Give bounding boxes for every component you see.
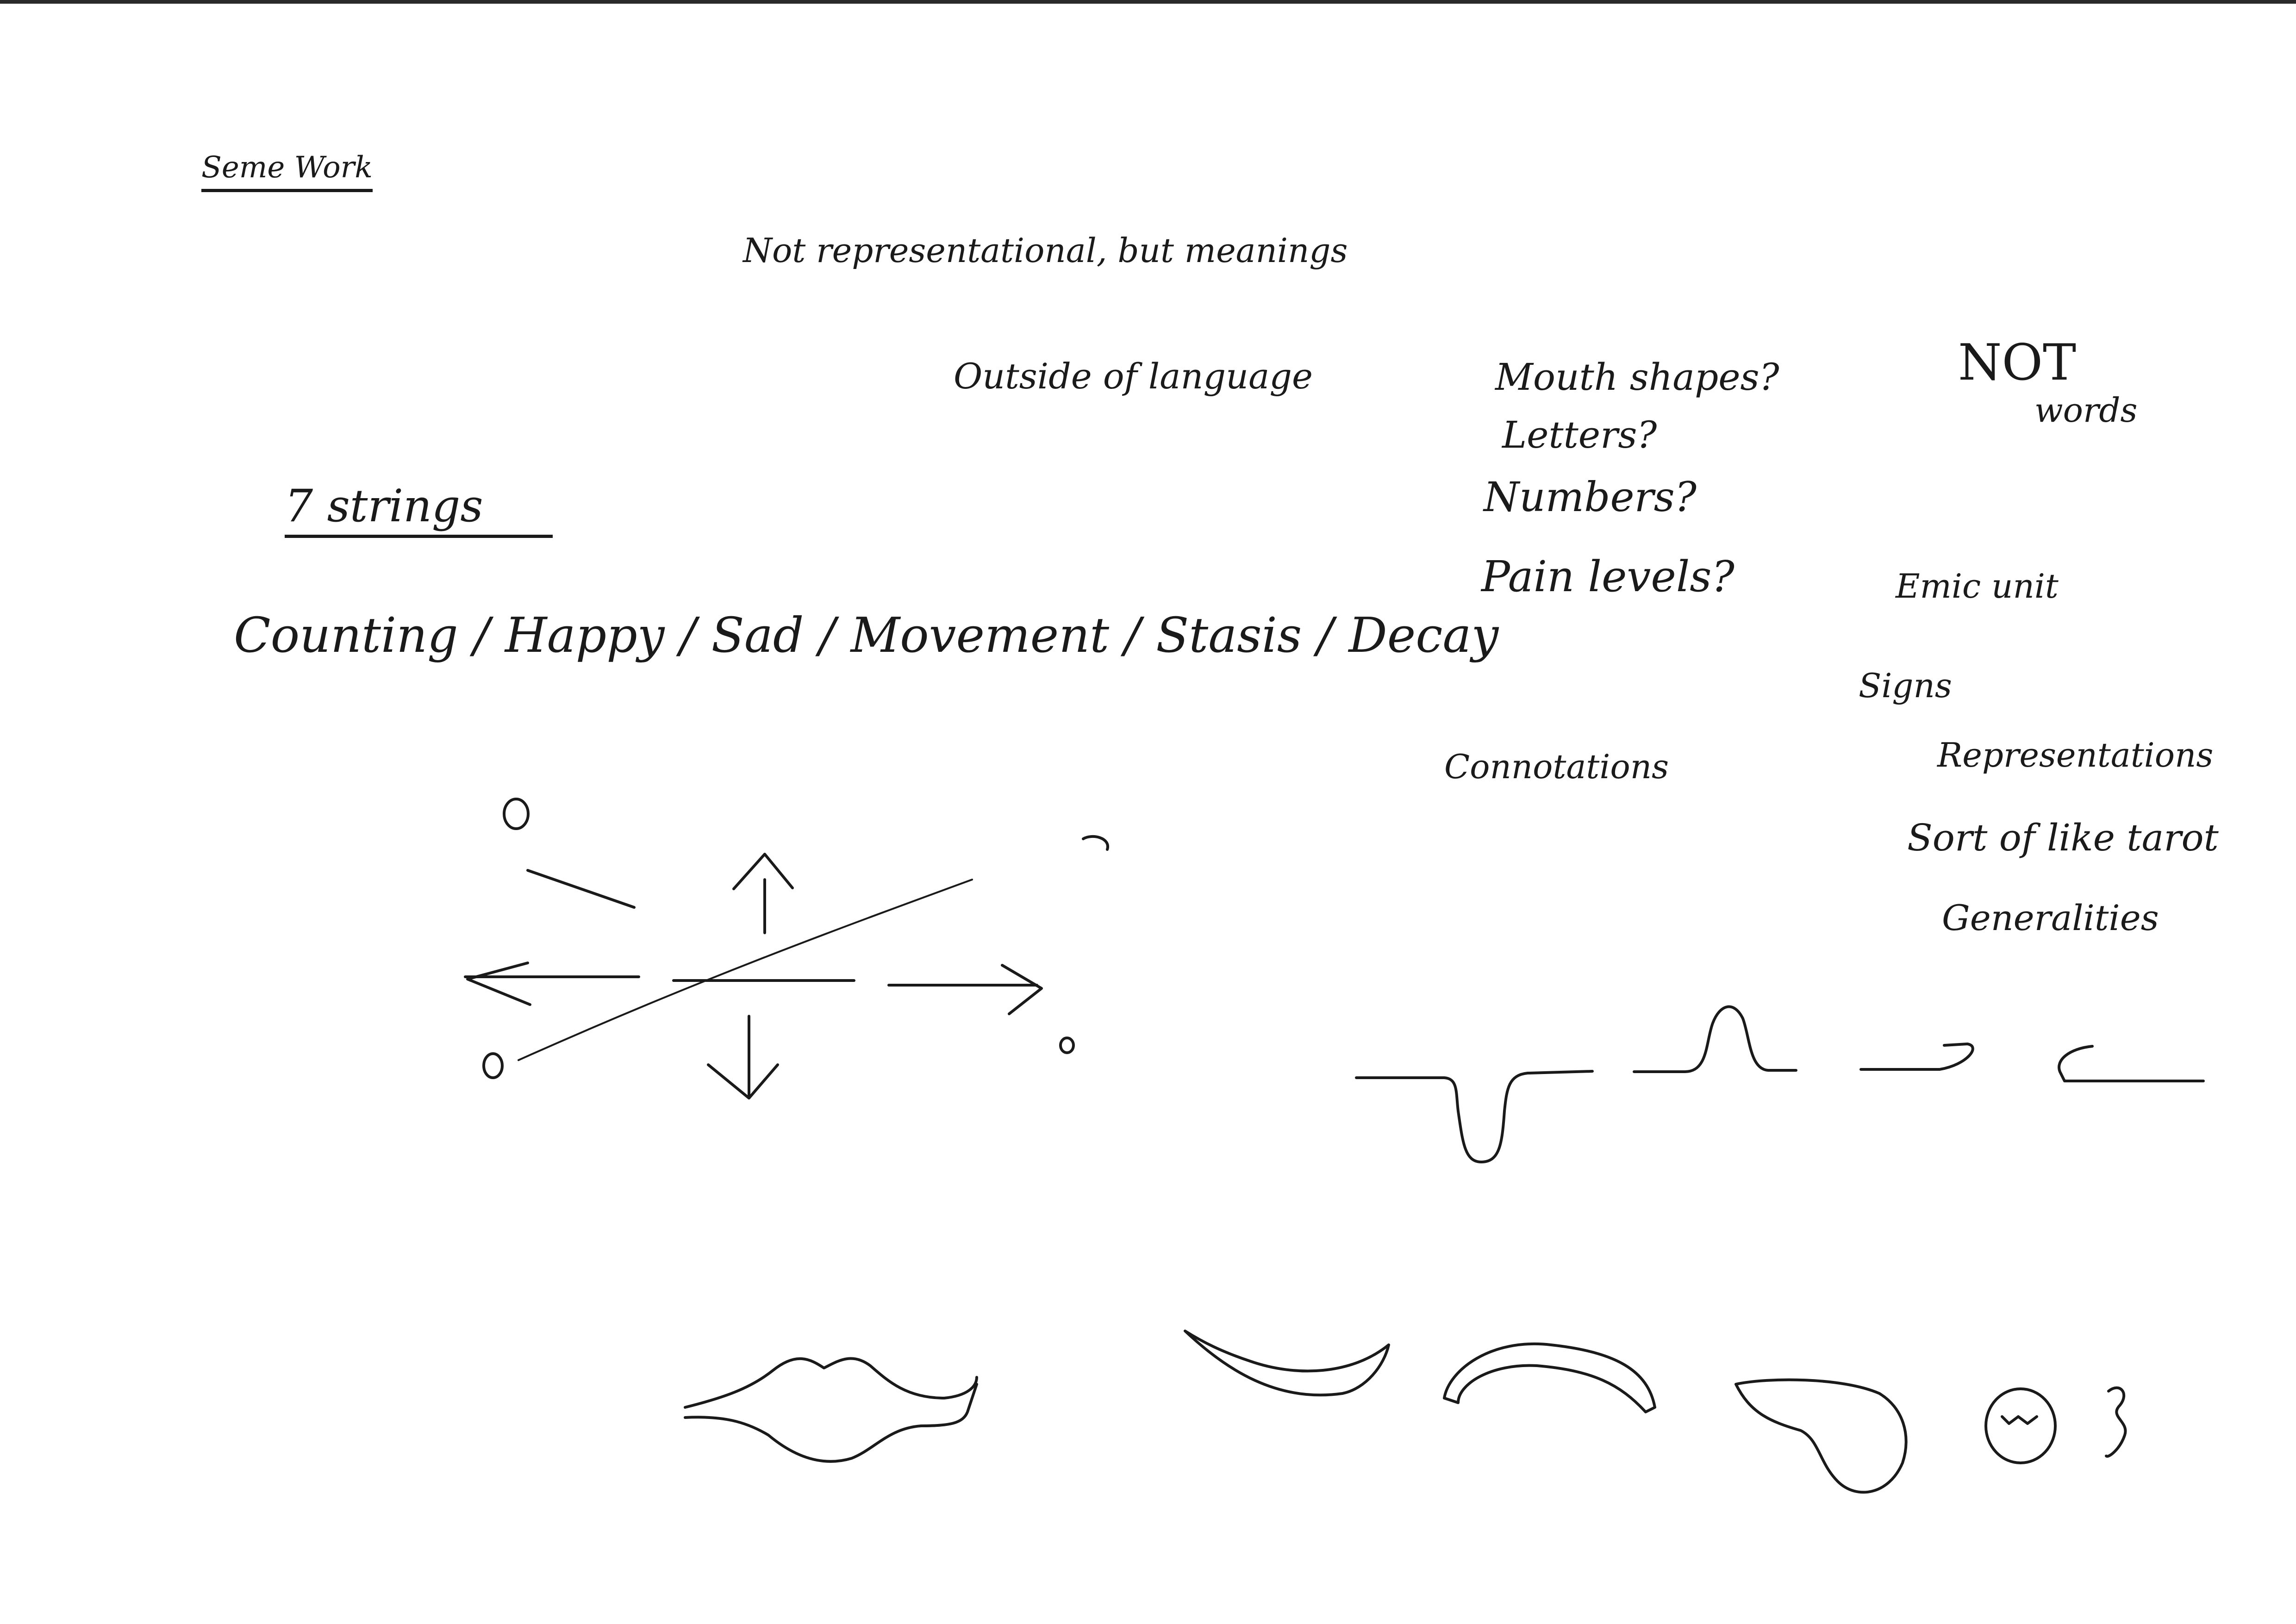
note-pain-levels: Pain levels? <box>1481 552 1734 601</box>
note-words: words <box>2034 391 2138 430</box>
note-not: NOT <box>1958 334 2077 392</box>
note-tarot: Sort of like tarot <box>1907 816 2219 859</box>
note-generalities: Generalities <box>1942 897 2159 938</box>
scan-edge <box>0 0 2296 4</box>
note-representations: Representations <box>1937 736 2214 775</box>
note-mouth-shapes: Mouth shapes? <box>1495 356 1779 399</box>
note-letters: Letters? <box>1502 413 1657 456</box>
note-connotations: Connotations <box>1444 747 1669 786</box>
note-seven-strings: 7 strings <box>285 484 553 538</box>
note-strings-list: Counting / Happy / Sad / Movement / Stas… <box>234 607 1499 663</box>
note-not-representational: Not representational, but meanings <box>743 231 1348 270</box>
note-signs: Signs <box>1859 666 1952 705</box>
note-emic-unit: Emic unit <box>1896 567 2059 606</box>
page-heading: Seme Work <box>201 153 373 192</box>
note-outside-language: Outside of language <box>954 356 1313 397</box>
note-numbers: Numbers? <box>1484 473 1697 521</box>
